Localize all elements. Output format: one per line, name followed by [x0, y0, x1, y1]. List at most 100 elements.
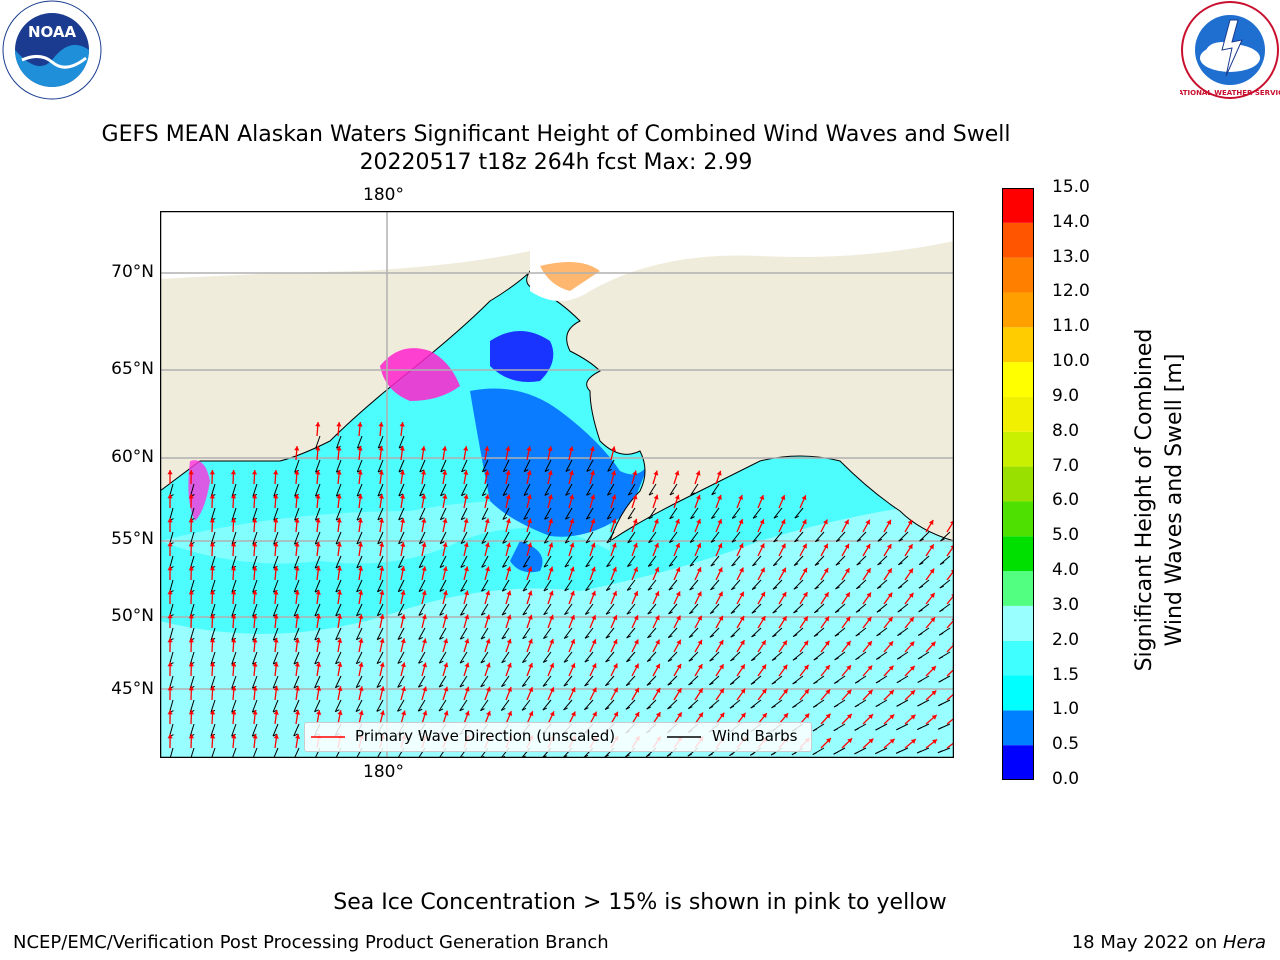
wave-arrow-head [928, 520, 934, 526]
wave-arrow-head [252, 686, 258, 691]
wind-barb [294, 459, 300, 473]
wave-arrow-head [549, 663, 555, 669]
wind-barb [480, 675, 489, 688]
wind-barb-flag [564, 588, 569, 592]
wind-barb-flag [418, 684, 423, 688]
wind-barb-flag [690, 492, 696, 496]
nws-logo: NATIONAL WEATHER SERVICE [1180, 1, 1280, 99]
wind-barb [335, 483, 342, 497]
wave-arrow-head [570, 639, 576, 645]
wind-barb-flag [710, 587, 715, 591]
wave-arrow-head [633, 591, 639, 597]
wind-barb [606, 507, 615, 520]
wave-arrow-head [887, 568, 892, 574]
wind-barb-flag [647, 611, 652, 615]
wave-arrow-head [442, 494, 448, 499]
wave-arrow-head [803, 664, 809, 670]
wind-barb-flag [856, 538, 862, 542]
wind-barb [231, 627, 237, 641]
wave-arrow-head [803, 616, 808, 622]
wave-arrow-head [422, 686, 428, 692]
wave-arrow-head [336, 422, 342, 427]
wind-barb [419, 507, 426, 521]
wind-barb [814, 555, 825, 566]
wind-barb [210, 699, 216, 713]
wind-barb-flag [709, 658, 714, 662]
wave-arrow-head [188, 734, 194, 739]
wave-arrow-head [909, 641, 915, 647]
wind-barb [586, 459, 594, 472]
wind-barb [814, 603, 825, 614]
wind-barb [272, 699, 279, 713]
wind-barb [418, 531, 426, 544]
wind-barb [688, 627, 699, 638]
wave-arrow-head [505, 446, 511, 451]
wind-barb [877, 555, 888, 566]
wind-barb-flag [542, 683, 548, 687]
wave-arrow-head [908, 592, 914, 598]
wind-barb-flag [376, 708, 381, 712]
wind-barb [314, 507, 321, 521]
wave-arrow-head [824, 616, 830, 622]
wind-barb-flag [584, 683, 589, 687]
wind-barb-flag [667, 706, 672, 710]
wind-barb [440, 483, 447, 497]
wind-barb-flag [355, 685, 361, 689]
wind-barb [459, 675, 468, 688]
wave-arrow-head [378, 422, 384, 427]
wind-barb [293, 651, 300, 665]
wind-barb [335, 603, 342, 617]
wind-barb-flag [708, 706, 714, 709]
wind-barb-flag [729, 705, 735, 709]
wind-barb [667, 675, 678, 686]
lat-label-55: 55°N [111, 529, 154, 549]
wave-arrow-head [825, 713, 831, 719]
colorbar-tick-label: 11.0 [1052, 316, 1090, 337]
wind-barb-flag [586, 516, 591, 520]
wind-barb [417, 675, 426, 688]
wind-barb [710, 507, 720, 519]
wind-barb [460, 531, 468, 544]
wind-barb-flag [794, 515, 800, 519]
wind-barb-flag [397, 684, 402, 688]
wind-barb-flag [876, 609, 882, 613]
colorbar-segment [1002, 188, 1034, 223]
wave-arrow-head [315, 422, 321, 427]
wave-arrow-head [526, 446, 532, 451]
wind-barb [752, 531, 762, 543]
wind-barb-flag [668, 563, 674, 567]
wind-barb-flag [625, 754, 630, 758]
colorbar-segment [1002, 571, 1034, 606]
wind-barb [543, 555, 552, 568]
wind-barb [376, 627, 384, 640]
wind-barb-flag [314, 637, 320, 641]
wind-barb [648, 507, 657, 520]
wave-arrow-head [569, 566, 575, 572]
wave-arrow-head [910, 714, 916, 720]
wind-barb-flag [772, 610, 777, 614]
wave-arrow-head [315, 518, 321, 523]
wave-arrow-head [442, 518, 448, 523]
wave-arrow-head [613, 663, 618, 669]
wave-arrow-head [231, 686, 237, 691]
wind-barb-flag [896, 656, 902, 660]
wind-barb-flag [794, 539, 799, 543]
wind-barb [211, 747, 216, 758]
wind-barb [460, 555, 468, 568]
wave-arrow-head [761, 640, 766, 646]
wind-barb [647, 555, 657, 567]
wave-arrow-head [421, 518, 427, 523]
wind-barb-flag [522, 660, 527, 664]
wave-arrow-head [464, 662, 470, 668]
wave-arrow-head [315, 494, 321, 499]
wind-barb-flag [877, 562, 882, 566]
wind-barb [231, 723, 237, 737]
wave-arrow-head [782, 640, 787, 646]
wind-barb-flag [356, 613, 361, 617]
wave-arrow-head [294, 566, 300, 571]
wave-arrow-head [547, 470, 553, 476]
wave-arrow-head [527, 542, 533, 548]
wind-barb-flag [814, 586, 819, 590]
wave-arrow-head [463, 470, 469, 475]
wave-arrow-head [209, 518, 215, 523]
